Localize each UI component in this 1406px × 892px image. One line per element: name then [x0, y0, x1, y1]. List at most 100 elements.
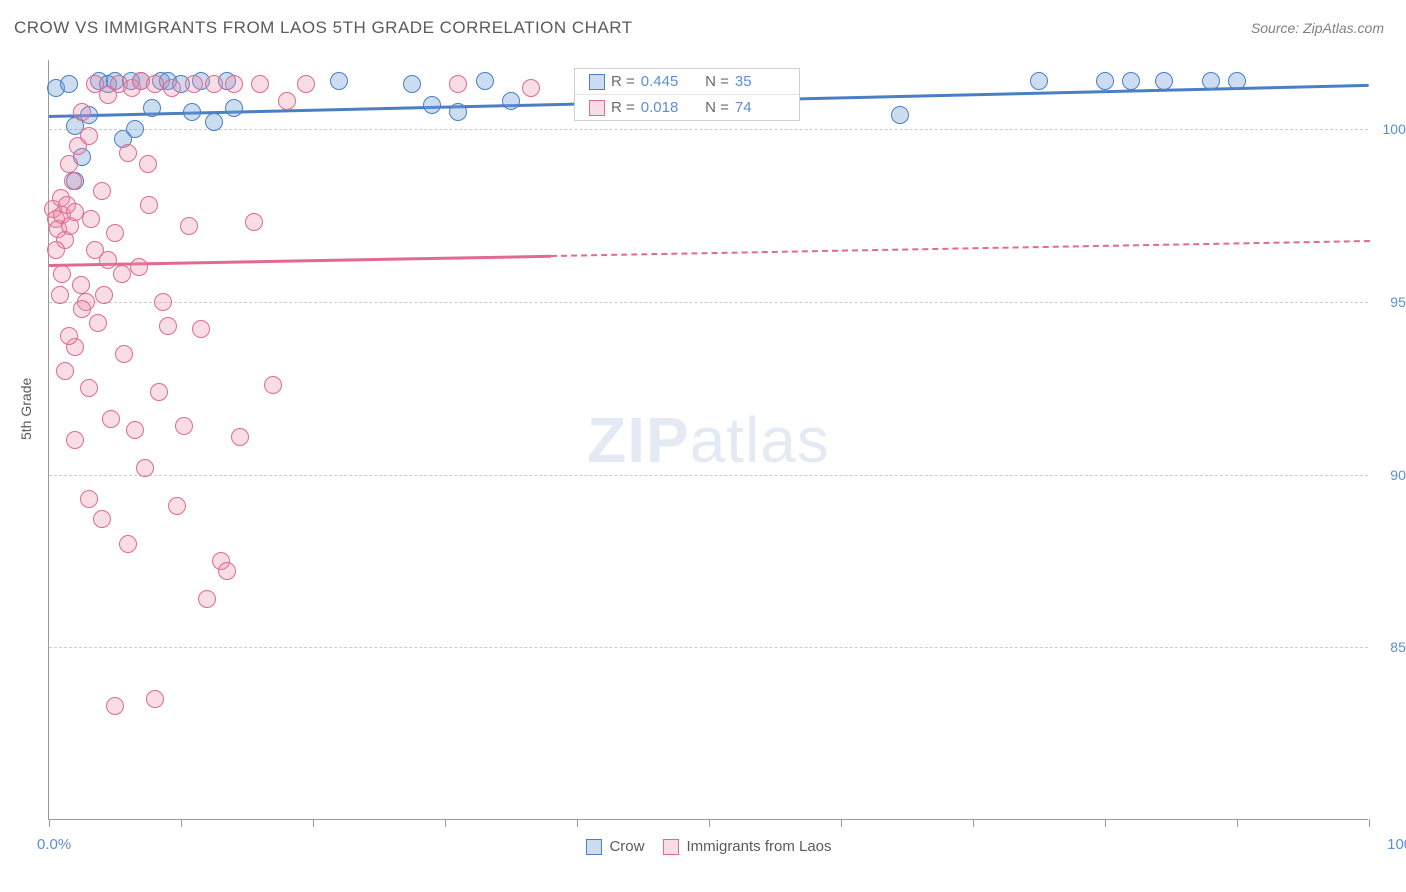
data-point	[60, 155, 78, 173]
data-point	[119, 144, 137, 162]
legend-swatch	[589, 100, 605, 116]
data-point	[139, 155, 157, 173]
data-point	[82, 210, 100, 228]
data-point	[225, 75, 243, 93]
data-point	[113, 265, 131, 283]
gridline	[49, 475, 1368, 476]
data-point	[185, 75, 203, 93]
stat-n-label: N =	[697, 99, 729, 116]
stat-r-value: 0.445	[641, 73, 691, 90]
data-point	[192, 320, 210, 338]
data-point	[449, 103, 467, 121]
x-tick	[841, 819, 842, 827]
data-point	[80, 127, 98, 145]
gridline	[49, 647, 1368, 648]
legend-swatch	[662, 839, 678, 855]
stats-legend: R = 0.445 N = 35 R = 0.018 N = 74	[574, 68, 800, 121]
chart-title: CROW VS IMMIGRANTS FROM LAOS 5TH GRADE C…	[14, 18, 633, 38]
data-point	[136, 459, 154, 477]
data-point	[80, 379, 98, 397]
data-point	[47, 241, 65, 259]
data-point	[99, 251, 117, 269]
bottom-legend-item: Immigrants from Laos	[662, 838, 831, 855]
x-tick	[1369, 819, 1370, 827]
data-point	[403, 75, 421, 93]
data-point	[330, 72, 348, 90]
data-point	[150, 383, 168, 401]
data-point	[183, 103, 201, 121]
data-point	[1228, 72, 1246, 90]
data-point	[423, 96, 441, 114]
gridline	[49, 302, 1368, 303]
data-point	[126, 120, 144, 138]
x-tick	[49, 819, 50, 827]
data-point	[95, 286, 113, 304]
data-point	[1155, 72, 1173, 90]
data-point	[102, 410, 120, 428]
data-point	[126, 421, 144, 439]
data-point	[80, 490, 98, 508]
data-point	[476, 72, 494, 90]
data-point	[231, 428, 249, 446]
data-point	[154, 293, 172, 311]
data-point	[106, 697, 124, 715]
data-point	[64, 172, 82, 190]
stat-n-label: N =	[697, 73, 729, 90]
x-axis-min-label: 0.0%	[37, 836, 71, 853]
bottom-legend: Crow Immigrants from Laos	[585, 838, 831, 855]
stat-n-value: 35	[735, 73, 785, 90]
x-axis-max-label: 100.0%	[1387, 836, 1406, 853]
y-tick-label: 100.0%	[1375, 121, 1406, 137]
stat-n-value: 74	[735, 99, 785, 116]
y-axis-title: 5th Grade	[18, 378, 34, 440]
data-point	[891, 106, 909, 124]
data-point	[72, 276, 90, 294]
x-tick	[445, 819, 446, 827]
data-point	[251, 75, 269, 93]
data-point	[163, 79, 181, 97]
data-point	[60, 75, 78, 93]
x-tick	[709, 819, 710, 827]
data-point	[146, 75, 164, 93]
data-point	[146, 690, 164, 708]
data-point	[264, 376, 282, 394]
trend-line	[551, 240, 1369, 257]
data-point	[225, 99, 243, 117]
watermark-bold: ZIP	[587, 404, 690, 476]
data-point	[522, 79, 540, 97]
data-point	[1030, 72, 1048, 90]
gridline	[49, 129, 1368, 130]
data-point	[140, 196, 158, 214]
x-tick	[181, 819, 182, 827]
stat-r-value: 0.018	[641, 99, 691, 116]
data-point	[205, 113, 223, 131]
bottom-legend-item: Crow	[585, 838, 644, 855]
data-point	[159, 317, 177, 335]
data-point	[205, 75, 223, 93]
data-point	[66, 431, 84, 449]
data-point	[449, 75, 467, 93]
data-point	[73, 300, 91, 318]
x-tick	[973, 819, 974, 827]
data-point	[1096, 72, 1114, 90]
stat-r-label: R =	[611, 99, 635, 116]
data-point	[93, 510, 111, 528]
data-point	[119, 535, 137, 553]
bottom-legend-label: Immigrants from Laos	[686, 838, 831, 855]
legend-swatch	[589, 74, 605, 90]
data-point	[106, 224, 124, 242]
legend-swatch	[585, 839, 601, 855]
stat-r-label: R =	[611, 73, 635, 90]
data-point	[73, 103, 91, 121]
source-attribution: Source: ZipAtlas.com	[1251, 20, 1384, 36]
data-point	[1122, 72, 1140, 90]
data-point	[1202, 72, 1220, 90]
data-point	[297, 75, 315, 93]
y-tick-label: 95.0%	[1375, 294, 1406, 310]
watermark-light: atlas	[690, 404, 830, 476]
data-point	[175, 417, 193, 435]
y-tick-label: 85.0%	[1375, 639, 1406, 655]
data-point	[56, 362, 74, 380]
watermark: ZIPatlas	[587, 403, 830, 477]
data-point	[89, 314, 107, 332]
